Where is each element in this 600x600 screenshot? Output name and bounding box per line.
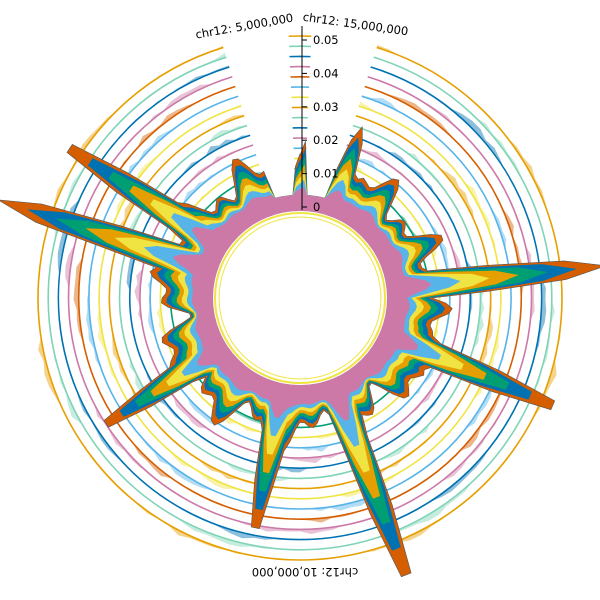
inner-ring-circle <box>214 212 386 384</box>
stacked-area-track <box>0 125 600 578</box>
y-tick-label: 0.05 <box>313 33 339 47</box>
y-axis: 0 0.01 0.02 0.03 0.04 0.05 <box>301 26 339 214</box>
ring-track-line <box>37 46 563 561</box>
y-tick-label: 0.03 <box>313 100 339 114</box>
y-tick-label: 0.01 <box>313 167 339 181</box>
y-tick-label: 0.04 <box>313 66 339 80</box>
inner-ring-circle <box>218 216 382 380</box>
genome-label-10mb: chr12: 10,000,000 <box>252 565 358 579</box>
inner-ring <box>214 212 386 384</box>
y-tick-label: 0.02 <box>313 133 339 147</box>
track-center <box>213 211 387 385</box>
y-tick-label: 0 <box>313 200 320 214</box>
ring-track-line <box>47 56 553 551</box>
